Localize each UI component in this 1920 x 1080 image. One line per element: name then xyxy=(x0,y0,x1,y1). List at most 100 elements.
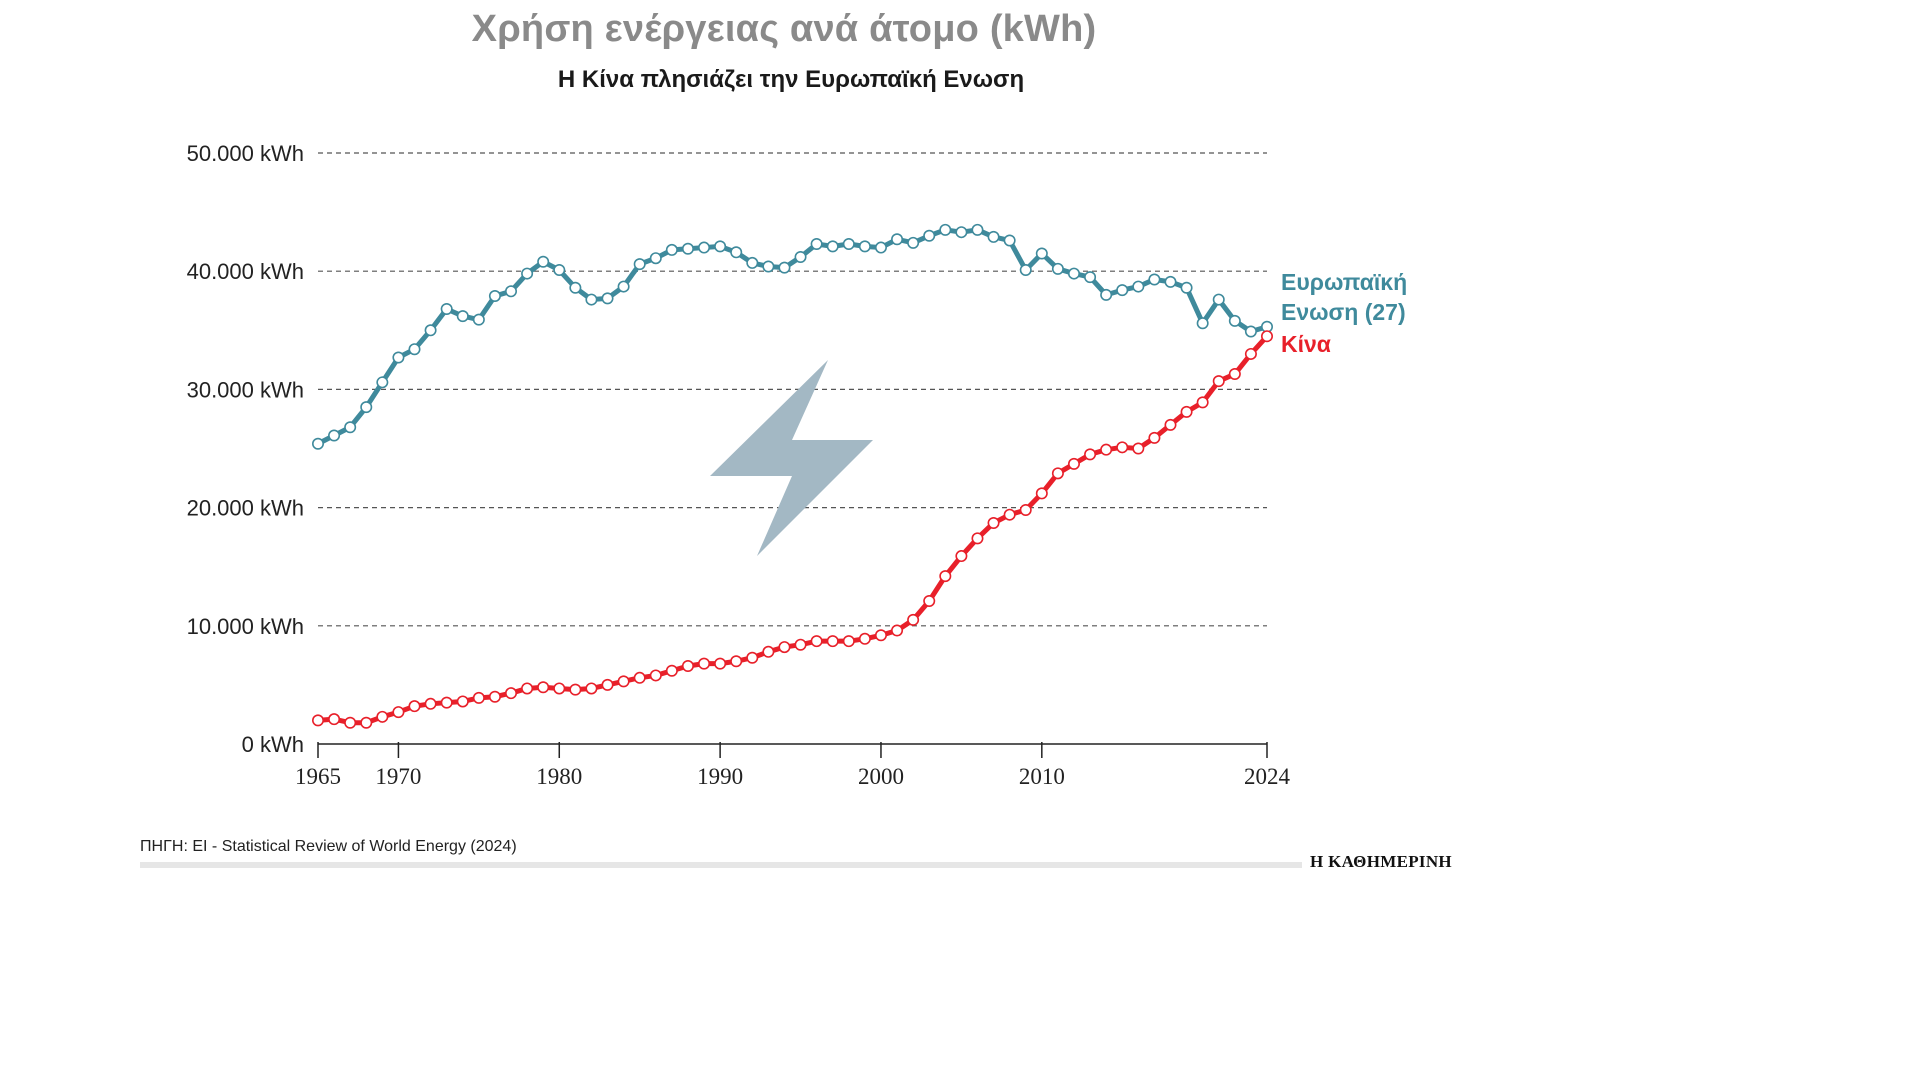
data-point xyxy=(1244,347,1257,360)
data-point xyxy=(617,675,630,688)
china-series-label: Κίνα xyxy=(1281,331,1331,357)
data-point xyxy=(553,682,566,695)
data-point xyxy=(344,716,357,729)
data-point xyxy=(810,238,823,251)
data-point xyxy=(1212,375,1225,388)
data-point xyxy=(585,682,598,695)
data-point xyxy=(891,624,904,637)
x-tick-label: 1965 xyxy=(295,764,341,789)
data-point xyxy=(311,714,324,727)
data-point xyxy=(1116,441,1129,454)
y-tick-label: 20.000 kWh xyxy=(187,496,304,521)
data-point xyxy=(1084,448,1097,461)
data-point xyxy=(505,687,518,700)
data-point xyxy=(1244,325,1257,338)
data-point xyxy=(456,695,469,708)
data-point xyxy=(360,401,373,414)
data-point xyxy=(521,682,534,695)
data-point xyxy=(955,226,968,239)
data-point xyxy=(537,681,550,694)
data-point xyxy=(521,267,534,280)
data-point xyxy=(585,293,598,306)
series-eu xyxy=(311,223,1274,450)
data-point xyxy=(714,657,727,670)
data-point xyxy=(907,613,920,626)
grid-lines xyxy=(318,152,1267,627)
data-point xyxy=(987,516,1000,529)
data-point xyxy=(633,258,646,271)
y-tick-label: 40.000 kWh xyxy=(187,259,304,284)
data-point xyxy=(440,696,453,709)
data-point xyxy=(746,651,759,664)
data-point xyxy=(746,256,759,269)
data-point xyxy=(842,238,855,251)
x-tick-label: 1990 xyxy=(697,764,743,789)
data-point xyxy=(505,285,518,298)
data-point xyxy=(569,683,582,696)
data-point xyxy=(1116,284,1129,297)
data-point xyxy=(488,690,501,703)
publisher-logo: Η ΚΑΘΗΜΕΡΙΝΗ xyxy=(1310,852,1452,871)
data-point xyxy=(987,230,1000,243)
data-point xyxy=(907,236,920,249)
data-point xyxy=(1019,503,1032,516)
data-point xyxy=(1148,431,1161,444)
data-point xyxy=(376,710,389,723)
y-axis-labels: 0 kWh 10.000 kWh 20.000 kWh 30.000 kWh 40.00… xyxy=(187,141,304,757)
source-note: ΠΗΓΗ: EI - Statistical Review of World E… xyxy=(140,838,517,855)
data-point xyxy=(1228,368,1241,381)
data-point xyxy=(1196,396,1209,409)
data-point xyxy=(344,421,357,434)
chart-area: 0 kWh 10.000 kWh 20.000 kWh 30.000 kWh 40.00… xyxy=(187,141,1408,789)
data-point xyxy=(1035,487,1048,500)
data-point xyxy=(633,671,646,684)
data-point xyxy=(1051,467,1064,480)
data-point xyxy=(1035,247,1048,260)
data-point xyxy=(955,550,968,563)
data-point xyxy=(858,632,871,645)
data-point xyxy=(1180,281,1193,294)
series-group xyxy=(311,223,1274,729)
data-point xyxy=(408,343,421,356)
data-point xyxy=(649,252,662,265)
data-point xyxy=(665,243,678,256)
data-point xyxy=(456,310,469,323)
data-point xyxy=(1132,280,1145,293)
data-point xyxy=(601,678,614,691)
data-point xyxy=(537,255,550,268)
x-tick-label: 2010 xyxy=(1019,764,1065,789)
data-point xyxy=(472,313,485,326)
data-point xyxy=(649,669,662,682)
data-point xyxy=(1067,267,1080,280)
data-point xyxy=(681,242,694,255)
data-point xyxy=(714,240,727,253)
data-point xyxy=(1132,442,1145,455)
data-point xyxy=(328,713,341,726)
data-point xyxy=(1148,273,1161,286)
data-point xyxy=(1003,508,1016,521)
data-point xyxy=(392,706,405,719)
data-point xyxy=(408,700,421,713)
data-point xyxy=(971,223,984,236)
data-point xyxy=(794,251,807,264)
data-point xyxy=(665,664,678,677)
data-point xyxy=(891,233,904,246)
x-tick-label: 2000 xyxy=(858,764,904,789)
footer-divider xyxy=(140,862,1302,868)
eu-series-label: Ενωση (27) xyxy=(1281,299,1406,325)
data-point xyxy=(1067,457,1080,470)
data-point xyxy=(874,241,887,254)
data-point xyxy=(762,260,775,273)
x-tick-label: 1980 xyxy=(536,764,582,789)
data-point xyxy=(1196,317,1209,330)
data-point xyxy=(424,324,437,337)
data-point xyxy=(440,303,453,316)
data-point xyxy=(424,697,437,710)
data-point xyxy=(617,280,630,293)
data-point xyxy=(488,290,501,303)
y-tick-label: 10.000 kWh xyxy=(187,614,304,639)
series-labels: Ευρωπαϊκή Ενωση (27) Κίνα xyxy=(1281,269,1407,357)
data-point xyxy=(1212,293,1225,306)
data-point xyxy=(923,229,936,242)
data-point xyxy=(826,240,839,253)
